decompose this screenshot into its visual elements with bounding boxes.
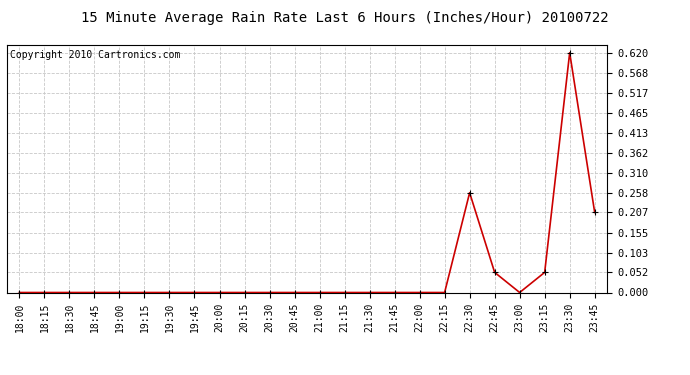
Text: Copyright 2010 Cartronics.com: Copyright 2010 Cartronics.com: [10, 50, 180, 60]
Text: 15 Minute Average Rain Rate Last 6 Hours (Inches/Hour) 20100722: 15 Minute Average Rain Rate Last 6 Hours…: [81, 11, 609, 25]
